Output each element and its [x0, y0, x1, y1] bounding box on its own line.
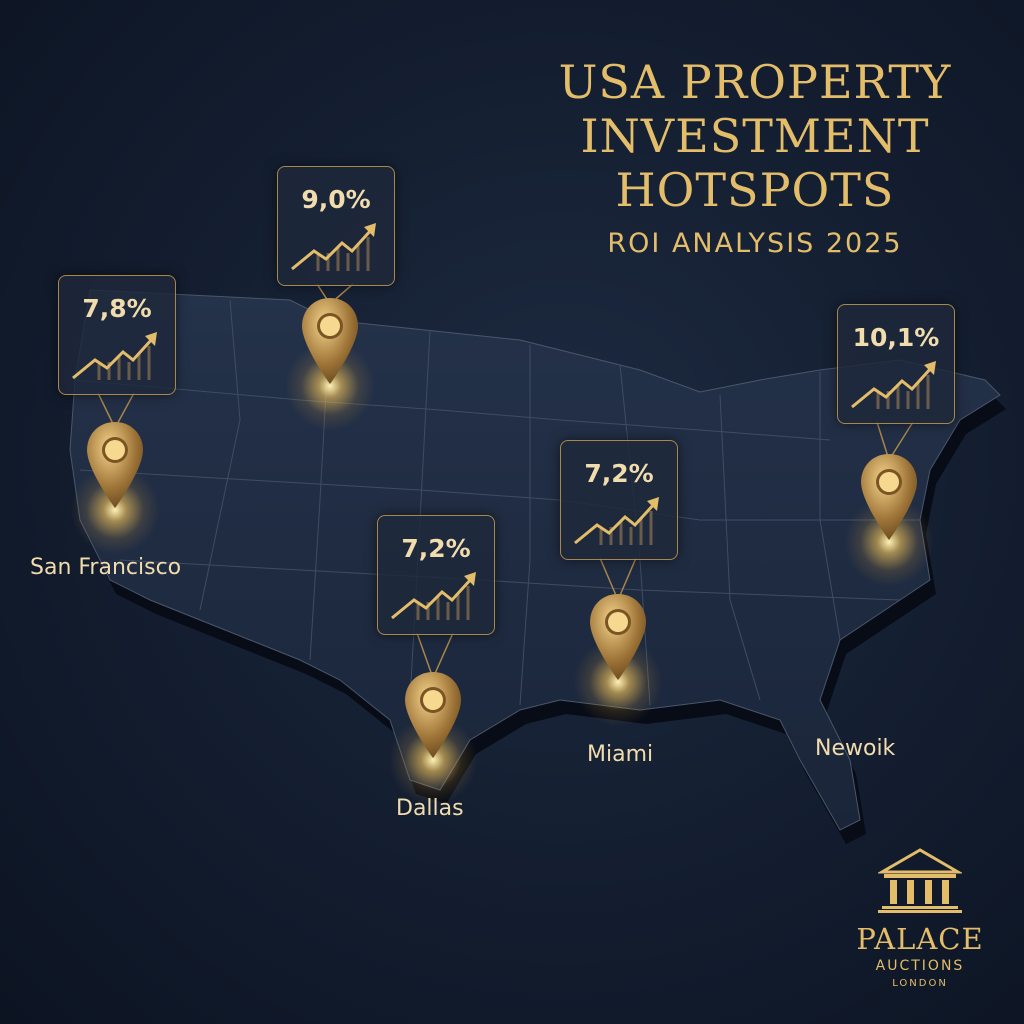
logo-line2: AUCTIONS: [875, 958, 965, 974]
city-label: Miami: [587, 742, 654, 767]
roi-value: 10,1%: [852, 323, 940, 352]
trend-up-chart-icon: [391, 572, 476, 620]
title-line: INVESTMENT: [580, 109, 930, 163]
trend-up-chart-icon: [291, 223, 376, 271]
location-pin-icon[interactable]: [85, 420, 145, 510]
city-label: Newoik: [815, 736, 896, 761]
logo-name: PALACE: [856, 922, 984, 956]
location-pin-icon[interactable]: [403, 670, 463, 760]
callout-stem: [876, 421, 914, 462]
roi-value: 7,2%: [401, 534, 471, 563]
logo-line3: LONDON: [892, 978, 948, 989]
subtitle: ROI ANALYSIS 2025: [607, 228, 903, 259]
city-label: Dallas: [396, 796, 464, 821]
palace-auctions-logo: PALACE AUCTIONS LONDON: [840, 848, 1000, 989]
roi-callout: 7,2%: [560, 440, 678, 560]
roi-callout: 10,1%: [837, 304, 955, 424]
usa-outline: [69, 289, 1001, 831]
trend-up-chart-icon: [72, 332, 157, 380]
location-pin-icon[interactable]: [859, 452, 919, 542]
page-title: USA PROPERTY INVESTMENT HOTSPOTS: [520, 55, 990, 217]
roi-value: 7,2%: [584, 459, 654, 488]
location-pin-icon[interactable]: [300, 296, 360, 386]
title-line: USA PROPERTY: [558, 55, 952, 109]
roi-value: 9,0%: [301, 185, 371, 214]
trend-up-chart-icon: [574, 497, 659, 545]
roi-value: 7,8%: [82, 294, 152, 323]
title-line: HOTSPOTS: [615, 163, 895, 217]
roi-callout: 7,2%: [377, 515, 495, 635]
temple-icon: [876, 848, 964, 913]
city-label: San Francisco: [30, 555, 182, 580]
roi-callout: 9,0%: [277, 166, 395, 286]
location-pin-icon[interactable]: [588, 592, 648, 682]
trend-up-chart-icon: [851, 361, 936, 409]
roi-callout: 7,8%: [58, 275, 176, 395]
